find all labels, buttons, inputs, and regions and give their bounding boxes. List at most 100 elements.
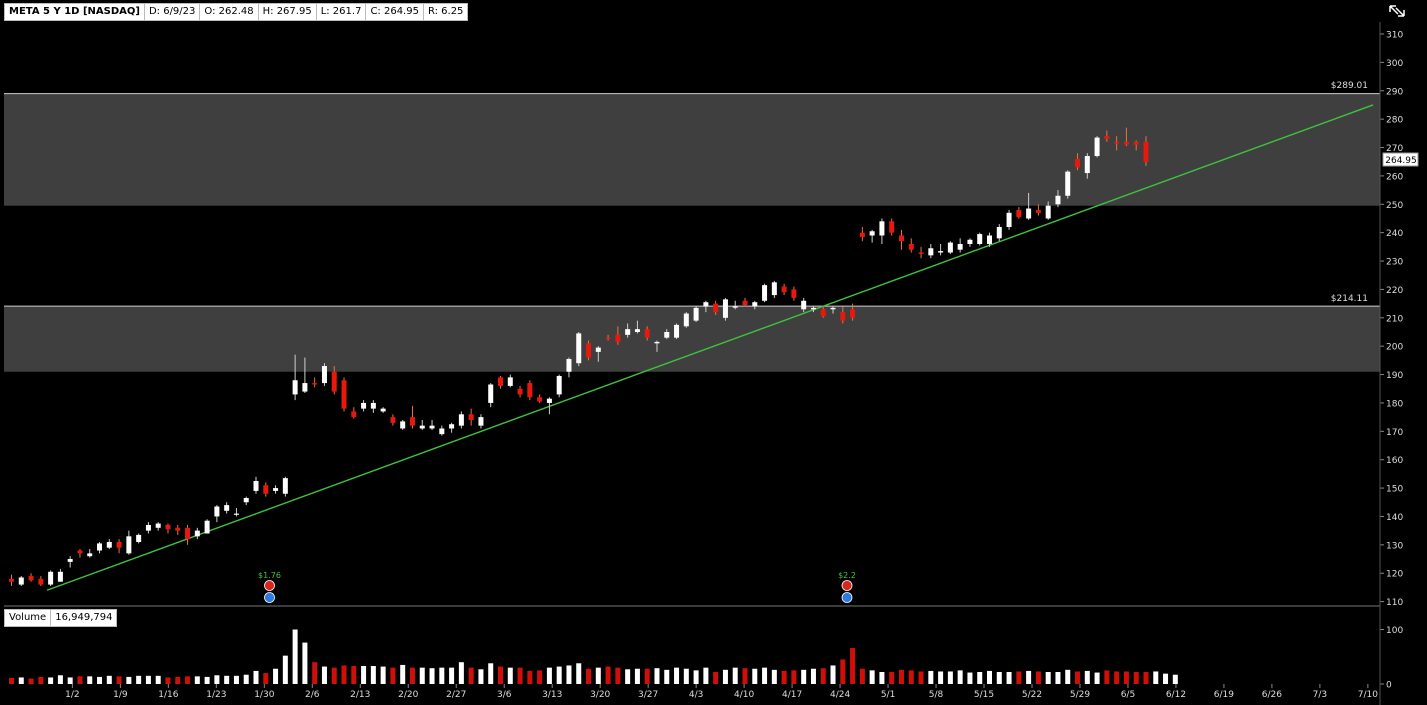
volume-bar bbox=[1153, 671, 1159, 684]
candle-body bbox=[468, 414, 474, 420]
volume-bar bbox=[742, 668, 748, 684]
volume-bar bbox=[1026, 670, 1032, 684]
volume-bar bbox=[145, 675, 151, 684]
candle-body bbox=[869, 231, 875, 236]
candle-body bbox=[996, 226, 1002, 239]
candle-body bbox=[77, 550, 83, 554]
volume-bar bbox=[1114, 671, 1120, 684]
event-dividend-label: $1.76 bbox=[258, 571, 281, 580]
volume-bar bbox=[116, 676, 122, 684]
volume-bar bbox=[1016, 671, 1022, 684]
candle-body bbox=[38, 578, 44, 585]
volume-bar bbox=[517, 667, 523, 684]
dividend-icon bbox=[264, 580, 275, 591]
candle-body bbox=[57, 571, 63, 582]
y-tick-label: 300 bbox=[1386, 59, 1403, 69]
volume-bar bbox=[28, 678, 34, 684]
volume-bar bbox=[292, 629, 298, 684]
volume-bar bbox=[605, 666, 611, 684]
candle-body bbox=[361, 402, 367, 409]
volume-bar bbox=[527, 670, 533, 684]
header-open: O: 262.48 bbox=[200, 4, 259, 20]
volume-bar bbox=[126, 676, 132, 684]
candle-body bbox=[654, 341, 660, 344]
candle-body bbox=[693, 307, 699, 321]
candle-body bbox=[136, 534, 142, 543]
candle-body bbox=[370, 402, 376, 409]
y-tick-label: 170 bbox=[1386, 428, 1403, 438]
candle-body bbox=[762, 285, 768, 301]
x-tick-label: 6/19 bbox=[1214, 690, 1234, 700]
volume-bar bbox=[214, 675, 220, 684]
x-tick-label: 3/27 bbox=[638, 690, 658, 700]
x-axis: 1/2 1/9 1/16 1/23 1/30 2/6 2/13 2/20 2/27 3/6 3/13… bbox=[65, 684, 1378, 700]
candle-body bbox=[302, 383, 308, 392]
header-high: H: 267.95 bbox=[259, 4, 317, 20]
volume-bar bbox=[625, 669, 631, 684]
candle-body bbox=[957, 244, 963, 250]
candle-body bbox=[48, 571, 54, 585]
candle-body bbox=[409, 417, 415, 426]
volume-bar bbox=[478, 669, 484, 684]
candle-body bbox=[1123, 141, 1129, 145]
y-tick-label: 270 bbox=[1386, 144, 1403, 154]
candle-body bbox=[781, 286, 787, 293]
candle-body bbox=[419, 425, 425, 429]
volume-bar bbox=[664, 669, 670, 684]
candle-body bbox=[449, 424, 455, 429]
candle-body bbox=[233, 513, 239, 515]
candle-body bbox=[908, 244, 914, 250]
volume-bar bbox=[908, 670, 914, 684]
header-symbol[interactable]: META 5 Y 1D [NASDAQ] bbox=[5, 4, 145, 20]
candle-body bbox=[1133, 141, 1139, 145]
volume-bar bbox=[556, 666, 562, 684]
volume-bar bbox=[634, 668, 640, 684]
candle-body bbox=[644, 329, 650, 338]
volume-bar bbox=[97, 676, 103, 684]
expand-icon[interactable] bbox=[1386, 2, 1408, 20]
candle-body bbox=[478, 417, 484, 426]
volume-bar bbox=[243, 674, 249, 684]
volume-bar bbox=[820, 668, 826, 684]
candle-body bbox=[928, 248, 934, 256]
candle-body bbox=[742, 300, 748, 306]
candle-body bbox=[664, 331, 670, 338]
x-tick-label: 5/15 bbox=[974, 690, 994, 700]
volume-bar bbox=[273, 668, 279, 684]
volume-bar bbox=[1143, 672, 1149, 684]
candle-body bbox=[703, 302, 709, 307]
volume-bar bbox=[683, 668, 689, 684]
last-price-tag-value: 264.95 bbox=[1385, 156, 1417, 166]
candle-body bbox=[1006, 212, 1012, 227]
volume-bar bbox=[321, 666, 327, 684]
level-label-upper: $289.01 bbox=[1331, 81, 1368, 91]
candle-body bbox=[390, 417, 396, 423]
candle-body bbox=[1055, 195, 1061, 205]
candle-body bbox=[165, 524, 171, 530]
volume-bar bbox=[762, 667, 768, 684]
y-tick-label: 280 bbox=[1386, 116, 1403, 126]
y-tick-label: 150 bbox=[1386, 485, 1403, 495]
candle-body bbox=[87, 553, 93, 557]
zones-layer bbox=[4, 93, 1380, 372]
volume-header: Volume 16,949,794 bbox=[4, 609, 118, 627]
level-label-lower: $214.11 bbox=[1331, 294, 1368, 304]
volume-bar bbox=[537, 670, 543, 684]
volume-bar bbox=[722, 669, 728, 684]
volume-axis: 0 100 bbox=[1380, 626, 1403, 691]
y-tick-label: 250 bbox=[1386, 201, 1403, 211]
candle-body bbox=[273, 488, 279, 491]
candle-body bbox=[1016, 209, 1022, 218]
volume-bar bbox=[928, 670, 934, 684]
candle-body bbox=[967, 239, 973, 245]
earnings-icon bbox=[841, 592, 853, 603]
volume-bar bbox=[771, 669, 777, 684]
volume-bar bbox=[341, 665, 347, 684]
candle-body bbox=[987, 235, 992, 245]
volume-bar bbox=[175, 676, 181, 684]
volume-bar bbox=[1065, 669, 1071, 684]
x-tick-label: 1/9 bbox=[113, 690, 128, 700]
candle-body bbox=[507, 377, 513, 386]
candle-body bbox=[263, 485, 269, 494]
